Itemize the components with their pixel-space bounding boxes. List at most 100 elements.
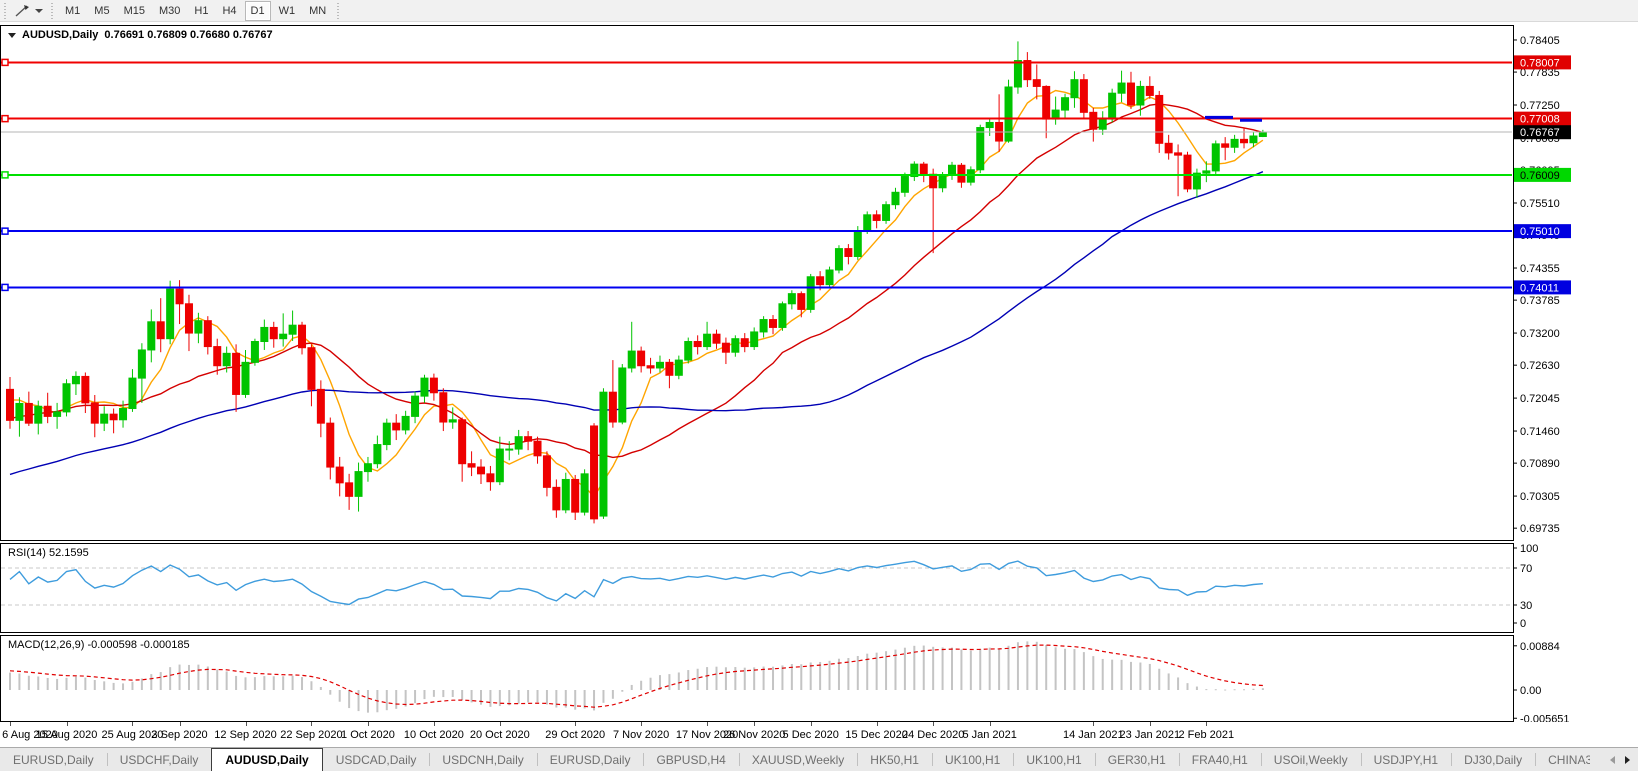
toolbar-grip-handle[interactable]: [50, 2, 55, 19]
date-tick: [1093, 722, 1095, 726]
chart-tab-audusd-daily[interactable]: AUDUSD,Daily: [211, 748, 323, 771]
timeframe-button-m30[interactable]: M30: [158, 4, 181, 17]
date-tick: [245, 722, 247, 726]
date-tick: [933, 722, 935, 726]
chart-tab-dj30-daily[interactable]: DJ30,Daily: [1451, 748, 1535, 771]
svg-text:0.69735: 0.69735: [1520, 523, 1560, 535]
tab-scroll-left-icon[interactable]: [1610, 755, 1615, 764]
date-label: 15 Dec 2020: [845, 729, 908, 741]
svg-text:0.77250: 0.77250: [1520, 100, 1560, 112]
rsi-indicator-panel[interactable]: 100 70 30 0 RSI(14) 52.1595: [0, 543, 1638, 633]
chart-tab-usdchf-daily[interactable]: USDCHF,Daily: [106, 748, 212, 771]
chart-tab-uk100-h1[interactable]: UK100,H1: [931, 748, 1013, 771]
svg-text:0.00: 0.00: [1520, 685, 1541, 697]
candlestick-chart-canvas[interactable]: 0.784050.778350.772500.766650.760950.755…: [0, 25, 1638, 541]
date-tick: [876, 722, 878, 726]
horizontal-level-lines[interactable]: [1, 58, 1512, 292]
date-label: 23 Jan 2021: [1119, 729, 1181, 741]
date-label: 14 Jan 2021: [1063, 729, 1124, 741]
macd-signal-line: [9, 644, 1263, 708]
date-tick: [754, 722, 756, 726]
svg-text:0.76009: 0.76009: [1520, 170, 1560, 182]
chart-tab-ger30-h1[interactable]: GER30,H1: [1094, 748, 1179, 771]
moving-average-line-6: [9, 89, 1264, 499]
chart-tab-china300-h1[interactable]: CHINA300,H1: [1535, 748, 1590, 771]
date-label: 6 Aug 2020: [2, 729, 58, 741]
date-tick: [179, 722, 181, 726]
line-studies-icon[interactable]: [11, 2, 35, 20]
date-label: 25 Aug 2020: [101, 729, 164, 741]
timeframe-button-m5[interactable]: M5: [94, 4, 110, 17]
svg-text:0.73200: 0.73200: [1520, 328, 1560, 340]
macd-histogram: [9, 641, 1264, 713]
chart-tab-uk100-h1[interactable]: UK100,H1: [1013, 748, 1094, 771]
timeframe-button-h1[interactable]: H1: [194, 4, 209, 17]
chart-tab-usoil-weekly[interactable]: USOil,Weekly: [1260, 748, 1361, 771]
date-axis[interactable]: 6 Aug 2020 15 Aug 2020 25 Aug 2020 3 Sep 20…: [0, 722, 1638, 747]
svg-text:0.75010: 0.75010: [1520, 226, 1560, 238]
date-label: 3 Sep 2020: [151, 729, 208, 741]
chart-tab-fra40-h1[interactable]: FRA40,H1: [1178, 748, 1261, 771]
svg-text:0.74355: 0.74355: [1520, 263, 1560, 275]
tab-scroll-right-icon[interactable]: [1625, 755, 1630, 764]
timeframe-button-m15[interactable]: M15: [123, 4, 145, 17]
timeframe-button-w1[interactable]: W1: [278, 4, 296, 17]
date-tick: [10, 722, 11, 726]
chart-tab-gbpusd-h4[interactable]: GBPUSD,H4: [643, 748, 738, 771]
chart-tab-usdjpy-h1[interactable]: USDJPY,H1: [1360, 748, 1451, 771]
date-tick: [1149, 722, 1151, 726]
trendline-cursor-icon: [15, 4, 29, 17]
date-tick: [499, 722, 501, 726]
svg-text:0.70890: 0.70890: [1520, 458, 1560, 470]
svg-text:30: 30: [1520, 600, 1532, 612]
timeframe-toolbar: M1 M5 M15 M30 H1 H4 D1 W1 MN: [0, 0, 1638, 22]
date-label: 20 Oct 2020: [469, 729, 530, 741]
rsi-line: [9, 560, 1263, 606]
svg-text:0.76767: 0.76767: [1520, 127, 1560, 139]
svg-text:0.75510: 0.75510: [1520, 198, 1560, 210]
svg-text:0.72630: 0.72630: [1520, 360, 1560, 372]
date-label: 15 Aug 2020: [35, 729, 98, 741]
chart-tab-eurusd-daily[interactable]: EURUSD,Daily: [536, 748, 644, 771]
date-label: 2 Feb 2021: [1178, 729, 1235, 741]
date-tick: [433, 722, 435, 726]
timeframe-button-h4[interactable]: H4: [222, 4, 237, 17]
svg-text:0.00884: 0.00884: [1520, 641, 1560, 653]
date-tick: [1206, 722, 1208, 726]
chart-tab-eurusd-daily[interactable]: EURUSD,Daily: [13, 752, 94, 767]
moving-average-line-55: [9, 171, 1264, 476]
date-tick: [641, 722, 643, 726]
timeframe-buttons: M1 M5 M15 M30 H1 H4 D1 W1 MN: [58, 0, 333, 21]
date-tick: [810, 722, 812, 726]
chart-tab-hk50-h1[interactable]: HK50,H1: [857, 748, 932, 771]
svg-text:0.77835: 0.77835: [1520, 67, 1560, 79]
date-label: 10 Oct 2020: [403, 729, 464, 741]
date-label: 17 Nov 2020: [675, 729, 739, 741]
svg-text:-0.005651: -0.005651: [1520, 713, 1570, 722]
date-label: 24 Dec 2020: [901, 729, 965, 741]
macd-indicator-panel[interactable]: 0.00884 0.00 -0.005651 MACD(12,26,9) -0.00…: [0, 635, 1638, 722]
rsi-chart-canvas[interactable]: 100 70 30 0: [0, 543, 1638, 633]
date-label: 26 Nov 2020: [722, 729, 786, 741]
svg-text:0.73785: 0.73785: [1520, 295, 1560, 307]
toolbar-grip-handle[interactable]: [3, 2, 8, 19]
timeframe-button-mn[interactable]: MN: [309, 4, 327, 17]
chart-tab-usdcad-daily[interactable]: USDCAD,Daily: [335, 752, 417, 767]
date-label: 22 Sep 2020: [280, 729, 343, 741]
toolbar-grip-handle[interactable]: [336, 2, 342, 19]
chart-tab-usdcnh-daily[interactable]: USDCNH,Daily: [429, 748, 536, 771]
price-axis[interactable]: 0.784050.778350.772500.766650.760950.755…: [1513, 35, 1571, 535]
timeframe-button-m1[interactable]: M1: [65, 4, 81, 17]
macd-chart-canvas[interactable]: 0.00884 0.00 -0.005651: [0, 635, 1638, 722]
svg-text:0.78405: 0.78405: [1520, 35, 1560, 47]
date-tick: [66, 722, 68, 726]
moving-average-line-20: [9, 103, 1264, 459]
svg-text:70: 70: [1520, 563, 1532, 575]
chart-tab-xauusd-weekly[interactable]: XAUUSD,Weekly: [738, 748, 857, 771]
price-chart-panel[interactable]: 0.784050.778350.772500.766650.760950.755…: [0, 25, 1638, 541]
chevron-down-icon[interactable]: [35, 8, 43, 13]
tab-scrollers: [1602, 748, 1638, 771]
timeframe-button-d1[interactable]: D1: [244, 0, 271, 21]
svg-text:0.78007: 0.78007: [1520, 57, 1560, 69]
